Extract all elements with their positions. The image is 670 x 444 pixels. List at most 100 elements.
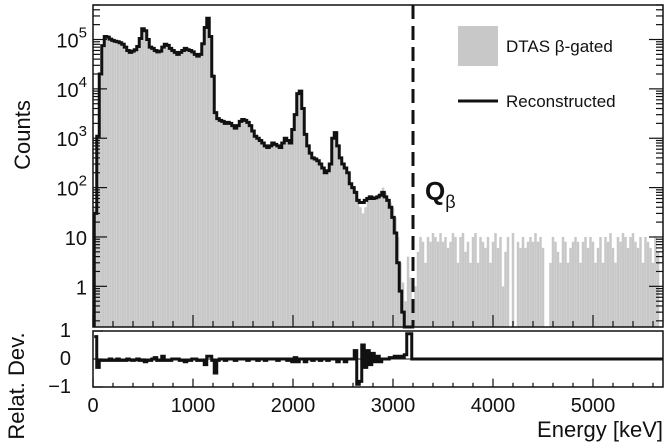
dtas-bar-42	[199, 54, 202, 327]
dtas-bar-7	[111, 40, 115, 327]
dtas-bar-137	[436, 241, 440, 327]
dtas-bar-191	[581, 241, 585, 327]
main-y-axis-title: Counts	[10, 100, 35, 170]
dtas-bar-76	[284, 138, 287, 327]
dtas-bar-216	[644, 236, 647, 327]
dtas-bar-55	[231, 125, 235, 327]
x-tick-label: 4000	[471, 395, 516, 417]
dtas-bar-215	[641, 262, 645, 327]
dtas-bar-8	[114, 41, 117, 328]
dtas-bar-159	[491, 241, 495, 327]
dtas-bar-54	[229, 123, 232, 328]
dtas-bar-212	[634, 241, 637, 327]
dtas-bar-173	[531, 241, 535, 327]
relative-deviation-line	[93, 332, 663, 386]
dtas-bar-179	[551, 236, 555, 327]
dtas-bar-94	[329, 164, 332, 327]
dtas-bar-87	[311, 157, 315, 327]
dtas-bar-27	[161, 47, 165, 328]
dtas-bar-178	[549, 262, 552, 327]
dtas-bar-19	[141, 29, 145, 327]
dtas-bar-127	[411, 301, 415, 327]
dtas-bar-12	[124, 47, 127, 328]
dtas-bar-154	[479, 236, 482, 327]
x-ticks: 0 1000 2000 3000 4000 5000	[87, 315, 654, 417]
dtas-bar-61	[246, 122, 250, 327]
dtas-bar-169	[521, 236, 525, 327]
dtas-bar-79	[291, 129, 295, 327]
dtas-bar-134	[429, 241, 432, 327]
dtas-bar-166	[511, 233, 515, 327]
dtas-bar-150	[469, 262, 472, 327]
dtas-bar-21	[146, 39, 150, 327]
dtas-bar-152	[474, 233, 477, 327]
dtas-bar-149	[466, 241, 470, 327]
dtas-bar-104	[354, 192, 357, 327]
dtas-bar-139	[441, 241, 445, 327]
dtas-bar-175	[536, 241, 540, 327]
dtas-bar-32	[174, 52, 177, 327]
dtas-bar-113	[376, 195, 380, 327]
dtas-bar-119	[391, 207, 395, 327]
dtas-bar-140	[444, 236, 447, 327]
dtas-bar-72	[274, 144, 277, 327]
dtas-bar-196	[594, 262, 597, 327]
deviation-y-axis-title: Relat. Dev.	[4, 332, 29, 439]
dtas-bar-86	[309, 153, 312, 327]
dtas-bar-192	[584, 236, 587, 327]
dtas-bar-37	[186, 49, 190, 328]
x-tick-label: 2000	[271, 395, 316, 417]
dtas-bar-78	[289, 143, 292, 327]
dtas-bar-182	[559, 262, 562, 327]
dtas-bar-138	[439, 233, 442, 327]
q-beta-label-subscript: β	[445, 192, 455, 212]
dtas-bar-74	[279, 147, 282, 327]
dtas-bar-197	[596, 247, 600, 327]
dtas-bar-40	[194, 54, 197, 327]
dtas-bar-129	[416, 251, 420, 327]
x-tick-label: 0	[87, 395, 98, 417]
q-beta-annotation: Qβ	[425, 176, 456, 212]
dtas-bar-183	[561, 236, 565, 327]
dtas-bar-190	[579, 262, 582, 327]
dtas-bar-217	[646, 241, 650, 327]
dtas-bar-158	[489, 262, 492, 327]
dtas-bar-198	[599, 236, 602, 327]
dtas-bar-92	[324, 172, 327, 327]
dtas-bar-9	[116, 41, 120, 328]
dtas-bar-107	[361, 213, 365, 327]
dtas-bar-30	[169, 48, 172, 327]
dtas-bar-22	[149, 47, 152, 328]
dtas-bar-184	[564, 241, 567, 327]
dtas-bar-168	[519, 247, 522, 327]
dtas-bar-101	[346, 172, 350, 327]
dtas-bar-219	[651, 262, 655, 327]
dtas-bar-205	[616, 236, 620, 327]
dtas-bar-128	[414, 286, 417, 327]
dtas-bar-68	[264, 145, 267, 327]
dtas-bar-71	[271, 143, 275, 327]
main-y-tick-label: 10	[65, 228, 87, 250]
dtas-bar-57	[236, 125, 240, 327]
dtas-bar-81	[296, 93, 300, 327]
dtas-bar-200	[604, 236, 607, 327]
dtas-bar-98	[339, 157, 342, 327]
dtas-bar-189	[576, 241, 580, 327]
dtas-bar-188	[574, 236, 577, 327]
dtas-bar-45	[206, 17, 210, 327]
dtas-bar-172	[529, 236, 532, 327]
dtas-bar-34	[179, 52, 182, 327]
dtas-bar-143	[451, 233, 455, 327]
dtas-bar-17	[136, 47, 140, 328]
dtas-bar-213	[636, 247, 640, 327]
dtas-bar-147	[461, 233, 465, 327]
dtas-bar-73	[276, 145, 280, 327]
main-panel-frame	[92, 4, 664, 328]
legend-label-reconstructed: Reconstructed	[506, 92, 616, 111]
dtas-bar-209	[626, 247, 630, 327]
dtas-bar-170	[524, 247, 527, 327]
dtas-bar-207	[621, 233, 625, 327]
dtas-bar-141	[446, 247, 450, 327]
dtas-bar-46	[209, 35, 212, 327]
